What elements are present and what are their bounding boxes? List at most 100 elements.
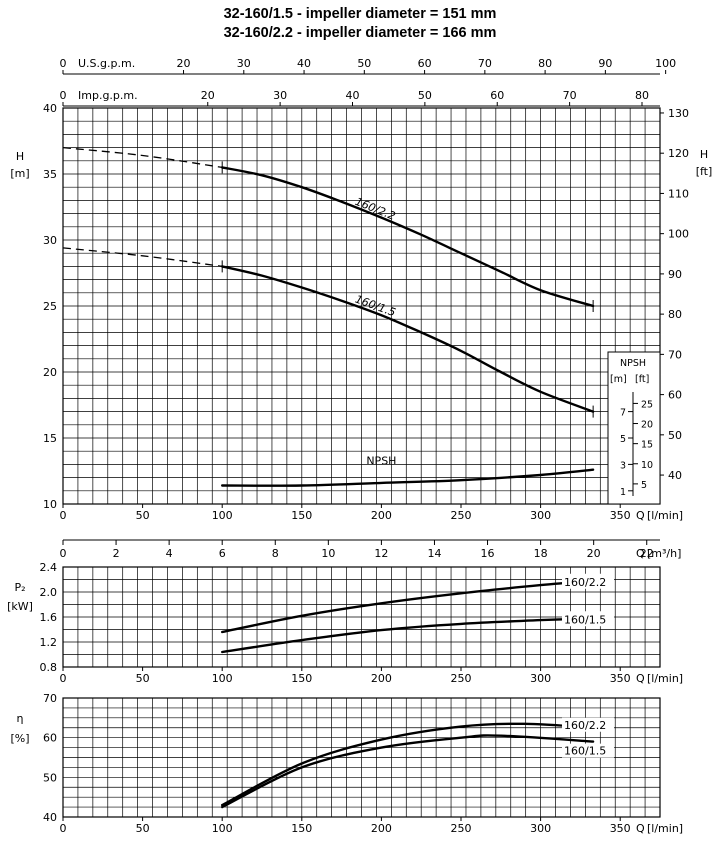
y-tick-label: 40 <box>43 102 57 115</box>
npsh-ft-tick-label: 10 <box>641 460 653 471</box>
y-tick-label: 35 <box>43 168 57 181</box>
y-axis-label: P₂ <box>14 581 25 594</box>
npsh-scale-unit-ft: [ft] <box>635 374 649 385</box>
x-tick-label: 300 <box>530 822 551 835</box>
npsh-ft-tick-label: 5 <box>641 480 647 491</box>
impgpm-tick-label: 40 <box>345 89 359 102</box>
x-tick-label: 150 <box>291 672 312 685</box>
y2-tick-label: 90 <box>668 268 682 281</box>
x-axis-unit: [l/min] <box>647 509 683 522</box>
plot-frame <box>62 107 661 505</box>
npsh-curve-label: NPSH <box>366 454 396 467</box>
y-tick-label: 1.2 <box>40 636 58 649</box>
m3h-tick-label: 16 <box>481 547 495 560</box>
npsh-ft-tick-label: 20 <box>641 420 653 431</box>
efficiency-curve-160-2-2 <box>221 722 595 807</box>
usgpm-tick-label: 70 <box>478 57 492 70</box>
impgpm-tick-label: 60 <box>490 89 504 102</box>
m3h-tick-label: 10 <box>321 547 335 560</box>
head-curve-160-1-5 <box>221 265 595 413</box>
impgpm-tick-label: 80 <box>635 89 649 102</box>
head-curve-160-2-2 <box>221 166 595 308</box>
usgpm-tick-label: 0 <box>60 57 67 70</box>
flow-m3h-axis: 0 2 4 6 8 10 12 14 16 18 20 22Q [m³/h] <box>60 539 681 560</box>
impgpm-tick-label: 30 <box>273 89 287 102</box>
m3h-tick-label: 4 <box>166 547 173 560</box>
y-tick-label: 25 <box>43 300 57 313</box>
x-tick-label: 100 <box>212 672 233 685</box>
impgpm-tick-label: 50 <box>418 89 432 102</box>
x-tick-label: 150 <box>291 822 312 835</box>
m3h-tick-label: 20 <box>587 547 601 560</box>
npsh-scale-label: NPSH <box>620 358 646 369</box>
y-tick-label: 1.6 <box>40 611 58 624</box>
x-tick-label: 0 <box>60 672 67 685</box>
npsh-ft-tick-label: 25 <box>641 399 653 410</box>
efficiency-panel: 40 50 60 70 η [%] 160/2.2 160/1.5 0 50 100 150 200 25… <box>10 692 683 835</box>
series-label: 160/1.5 <box>564 613 606 626</box>
m3h-tick-label: 18 <box>534 547 548 560</box>
usgpm-tick-label: 100 <box>655 57 676 70</box>
x-tick-label: 50 <box>136 509 150 522</box>
x-tick-label: 250 <box>451 672 472 685</box>
npsh-m-tick-label: 5 <box>620 434 626 445</box>
series-label: 160/1.5 <box>353 293 397 320</box>
title-line-1: 32-160/1.5 - impeller diameter = 151 mm <box>224 6 497 22</box>
x-tick-label: 300 <box>530 509 551 522</box>
series-label-bg <box>562 717 614 732</box>
usgpm-tick-label: 90 <box>598 57 612 70</box>
y-tick-label: 20 <box>43 366 57 379</box>
m3h-tick-label: 2 <box>113 547 120 560</box>
shutoff-dashed-160-1-5 <box>62 247 223 268</box>
plot-frame <box>62 697 661 818</box>
m3h-tick-label: 14 <box>427 547 441 560</box>
power-curve-160-2-2 <box>221 579 595 634</box>
x-axis-unit: [l/min] <box>647 822 683 835</box>
x-tick-label: 100 <box>212 822 233 835</box>
y2-tick-label: 40 <box>668 469 682 482</box>
x-tick-label: 50 <box>136 672 150 685</box>
y-axis-unit: [kW] <box>7 600 33 613</box>
y-axis-label: η <box>17 712 24 725</box>
shutoff-dashed-160-2-2 <box>62 146 223 169</box>
y-axis-unit: [m] <box>10 167 29 180</box>
x-axis-unit: [l/min] <box>647 672 683 685</box>
series-label-bg <box>562 573 614 589</box>
series-label: 160/1.5 <box>564 745 606 758</box>
y2-tick-label: 60 <box>668 389 682 402</box>
usgpm-tick-label: 50 <box>357 57 371 70</box>
npsh-scale-box <box>607 351 661 505</box>
y-tick-label: 70 <box>43 692 57 705</box>
impgpm-tick-label: 20 <box>201 89 215 102</box>
x-tick-label: 200 <box>371 509 392 522</box>
x-axis-label: Q <box>636 672 645 685</box>
x-tick-label: 150 <box>291 509 312 522</box>
m3h-tick-label: 6 <box>219 547 226 560</box>
npsh-ft-tick-label: 15 <box>641 440 653 451</box>
y-axis-unit: [%] <box>10 732 29 745</box>
plot-frame <box>62 566 661 668</box>
m3h-tick-label: 8 <box>272 547 279 560</box>
x-tick-label: 300 <box>530 672 551 685</box>
usgpm-axis-label: U.S.g.p.m. <box>78 57 135 70</box>
head-curve-NPSH <box>221 468 595 487</box>
y2-tick-label: 50 <box>668 429 682 442</box>
x-tick-label: 0 <box>60 822 67 835</box>
y-tick-label: 10 <box>43 498 57 511</box>
x-tick-label: 200 <box>371 822 392 835</box>
m3h-tick-label: 22 <box>640 547 654 560</box>
y-axis-label: H <box>16 150 24 163</box>
series-label: 160/2.2 <box>564 576 606 589</box>
usgpm-tick-label: 60 <box>418 57 432 70</box>
m3h-axis-label: Q <box>636 547 645 560</box>
y2-axis-unit: [ft] <box>696 165 713 178</box>
y-tick-label: 2.4 <box>40 561 58 574</box>
usgpm-tick-label: 80 <box>538 57 552 70</box>
y2-tick-label: 120 <box>668 147 689 160</box>
npsh-m-tick-label: 1 <box>620 487 626 498</box>
y2-tick-label: 70 <box>668 348 682 361</box>
power-panel: 0.8 1.2 1.6 2.0 2.4 P₂ [kW] 160/2.2 160/1.5 0 50 10… <box>7 561 683 685</box>
y-tick-label: 60 <box>43 732 57 745</box>
